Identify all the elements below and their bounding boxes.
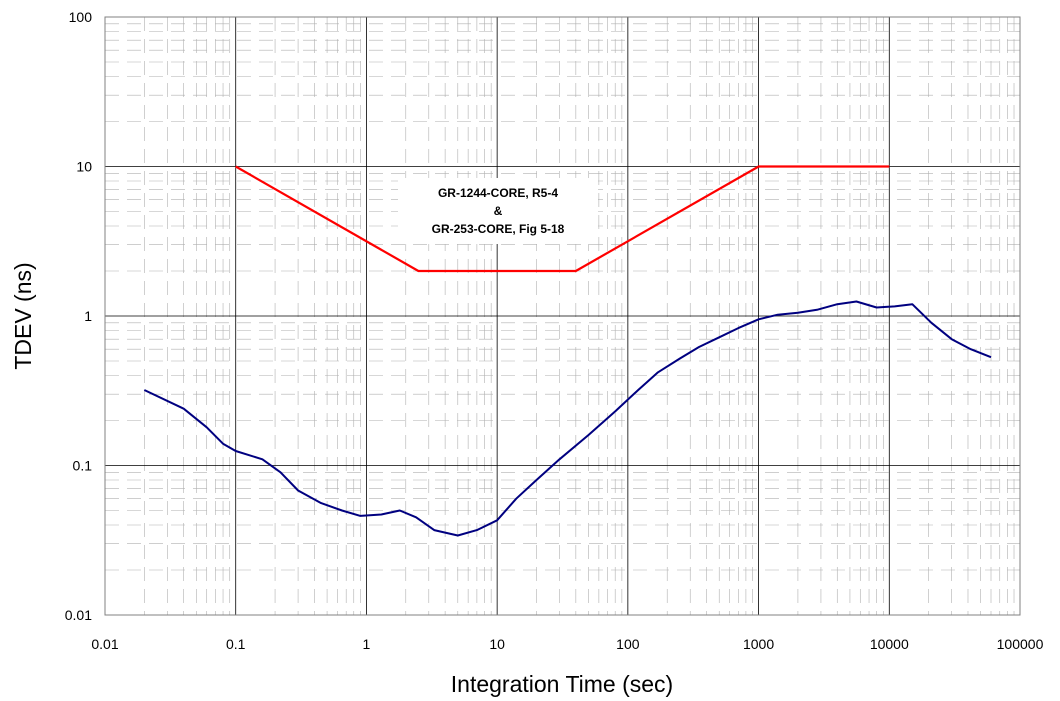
x-axis-title: Integration Time (sec) [451, 671, 673, 697]
y-tick-label: 100 [69, 9, 93, 25]
annotation-line: & [494, 204, 503, 218]
x-tick-label: 10000 [870, 636, 909, 652]
x-tick-label: 0.01 [91, 636, 118, 652]
x-tick-label: 10 [489, 636, 505, 652]
y-tick-label: 0.1 [73, 458, 93, 474]
annotation-line: GR-253-CORE, Fig 5-18 [432, 222, 565, 236]
mask-limit-line [235, 165, 890, 273]
x-tick-label: 1 [363, 636, 371, 652]
x-tick-label: 100000 [997, 636, 1044, 652]
annotation-line: GR-1244-CORE, R5-4 [438, 186, 558, 200]
tdev-measured-line [143, 300, 992, 537]
y-tick-label: 1 [84, 308, 92, 324]
y-tick-label: 0.01 [65, 607, 92, 623]
annotation-background [398, 178, 598, 244]
x-tick-label: 1000 [743, 636, 774, 652]
plot-frame [104, 16, 1021, 616]
y-axis-title: TDEV (ns) [10, 262, 36, 369]
x-tick-label: 0.1 [226, 636, 246, 652]
x-tick-label: 100 [616, 636, 640, 652]
annotation-box: GR-1244-CORE, R5-4 & GR-253-CORE, Fig 5-18 [398, 178, 598, 244]
grid [104, 17, 1020, 616]
series-group [143, 165, 992, 537]
y-tick-label: 10 [76, 159, 92, 175]
x-tick-labels: 0.01 0.1 1 10 100 1000 10000 100000 [91, 636, 1043, 652]
y-tick-labels: 0.01 0.1 1 10 100 [65, 9, 92, 623]
